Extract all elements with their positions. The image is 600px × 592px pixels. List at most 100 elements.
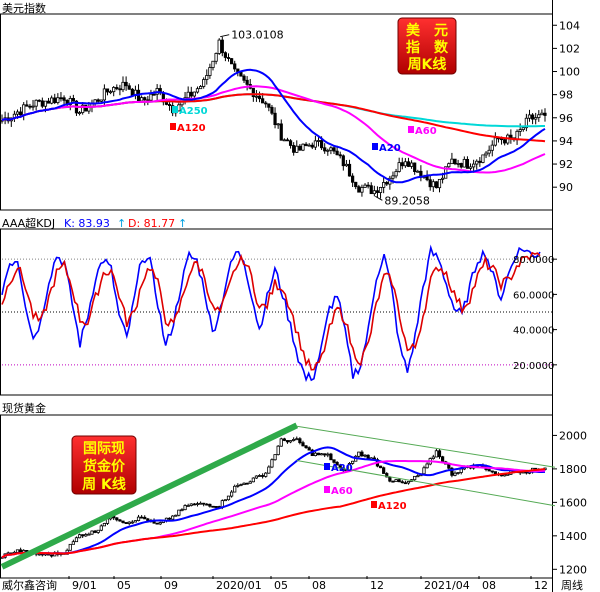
- gold-candle-body: [198, 502, 203, 505]
- dxy-candle-body: [394, 171, 398, 177]
- gold-candle-body: [186, 505, 190, 507]
- gold-candle-body: [319, 453, 324, 456]
- gold-ytick-label: 2000: [559, 429, 587, 442]
- gold-candle-body: [397, 479, 401, 483]
- dxy-candle-body: [140, 97, 144, 102]
- gold-candle-body: [316, 452, 321, 456]
- dxy-candle-body: [397, 162, 401, 172]
- gold-ytick-label: 1800: [559, 463, 587, 476]
- gold-candle-body: [242, 482, 246, 486]
- gold-candle-body: [99, 525, 103, 531]
- dxy-annotation-label: 89.2058: [384, 194, 430, 207]
- gold-ma-label: A60: [331, 486, 353, 497]
- dxy-candle-body: [220, 39, 224, 54]
- dxy-candle-body: [503, 139, 507, 144]
- gold-candle-body: [205, 503, 209, 506]
- gold-candle-body: [15, 549, 20, 553]
- dxy-candle-body: [431, 181, 435, 188]
- dxy-candle-body: [385, 182, 389, 185]
- dxy-ma20-line: [1, 68, 546, 184]
- x-tick-label: 09: [164, 579, 178, 592]
- gold-ma120-line: [1, 468, 546, 559]
- dxy-candle-body: [121, 81, 125, 91]
- dxy-candle-body: [481, 154, 485, 163]
- gold-ytick-label: 1200: [559, 563, 587, 576]
- dxy-candle-body: [292, 145, 296, 153]
- dxy-candle-body: [319, 140, 324, 149]
- dxy-candle-body: [357, 186, 361, 193]
- dxy-candle-body: [323, 147, 327, 152]
- dxy-candle-body: [316, 140, 321, 142]
- gold-candle-body: [487, 469, 491, 472]
- dxy-annotation-leader: [375, 195, 383, 201]
- dxy-candle-body: [338, 154, 342, 157]
- dxy-candle-body: [282, 139, 286, 142]
- gold-candle-body: [459, 468, 463, 473]
- dxy-ma-label: A60: [415, 126, 437, 137]
- x-tick-label: 08: [312, 579, 326, 592]
- dxy-candle-body: [456, 163, 460, 165]
- dxy-candle-body: [40, 100, 44, 107]
- dxy-ma-label-swatch: [372, 143, 378, 150]
- gold-trendline-uptrend: [0, 422, 299, 570]
- dxy-candle-body: [425, 175, 429, 181]
- dxy-candle-body: [313, 140, 317, 148]
- dxy-ytick-label: 96: [559, 112, 573, 125]
- x-tick-label: 12: [534, 579, 548, 592]
- dxy-candle-body: [214, 53, 218, 62]
- dxy-candle-body: [217, 39, 221, 54]
- dxy-candle-body: [285, 139, 290, 142]
- gold-candle-body: [121, 520, 125, 523]
- gold-candle-body: [195, 503, 200, 506]
- dxy-candle-body: [344, 163, 349, 167]
- dxy-candle-body: [540, 112, 544, 116]
- dxy-candle-body: [56, 97, 60, 104]
- dxy-candle-body: [462, 158, 466, 168]
- axis-layer: 90 92 94 96 98 100 102 104 80.0000 60.0000 40.0000…: [2, 19, 587, 592]
- gold-candle-body: [406, 480, 411, 484]
- dxy-candle-body: [326, 149, 330, 152]
- gold-ma-label-swatch: [324, 463, 330, 470]
- gold-candle-body: [363, 454, 367, 457]
- dxy-candle-body: [34, 99, 38, 107]
- gold-ytick-label: 1400: [559, 530, 587, 543]
- gold-candle-body: [180, 509, 184, 512]
- dxy-candle-body: [298, 145, 302, 151]
- dxy-ytick-label: 90: [559, 181, 573, 194]
- dxy-candle-body: [205, 75, 209, 80]
- gold-candle-body: [140, 516, 144, 519]
- gold-candle-body: [155, 522, 159, 525]
- dxy-candle-body: [332, 147, 336, 152]
- dxy-candle-body: [105, 88, 110, 93]
- gold-candle-body: [257, 475, 262, 477]
- gold-trendline-upper-channel: [296, 425, 556, 468]
- gold-candle-body: [261, 475, 265, 477]
- gold-candle-body: [50, 554, 54, 557]
- dxy-candle-body: [264, 102, 268, 105]
- dxy-ma-label: A20: [379, 143, 401, 154]
- gold-candle-body: [431, 456, 435, 459]
- gold-trendline-lower-channel: [296, 460, 556, 507]
- gold-candle-body: [177, 509, 181, 516]
- gold-badge-line-3: 周 K线: [82, 476, 126, 493]
- dxy-annotation-leader: [220, 34, 230, 38]
- gold-candle-body: [226, 495, 231, 501]
- gold-candle-body: [124, 522, 128, 524]
- gold-candle-body: [332, 459, 336, 463]
- kdj-legend-d-arrow: ↑: [178, 217, 187, 230]
- dxy-candle-body: [437, 178, 442, 189]
- dxy-ma-label: A120: [177, 123, 206, 134]
- dxy-candle-body: [279, 123, 283, 141]
- dxy-candle-body: [366, 184, 370, 187]
- gold-badge-line-1: 国际现: [83, 441, 125, 457]
- gold-candle-body: [503, 474, 507, 477]
- dxy-ma-label-swatch: [172, 106, 178, 113]
- gold-candle-body: [441, 456, 445, 463]
- gold-candle-body: [279, 438, 283, 447]
- gold-candle-body: [230, 491, 234, 497]
- x-tick-label: 2021/04: [424, 579, 470, 592]
- dxy-candle-body: [261, 98, 265, 104]
- dxy-candle-body: [167, 104, 172, 106]
- dxy-candle-body: [195, 88, 200, 93]
- dxy-ma-label-swatch: [170, 123, 176, 130]
